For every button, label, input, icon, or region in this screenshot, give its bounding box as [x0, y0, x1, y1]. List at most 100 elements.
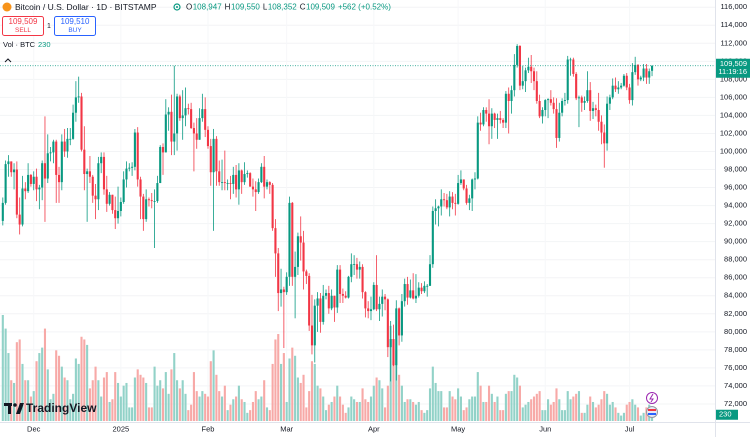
- volume-bar: [285, 401, 288, 421]
- flag-stripe: [648, 413, 656, 415]
- volume-bar: [524, 404, 527, 421]
- volume-bar: [86, 344, 89, 421]
- volume-bar: [364, 399, 367, 421]
- candle-body: [4, 164, 7, 203]
- candle-body: [535, 81, 538, 101]
- volume-bar: [223, 385, 226, 421]
- candle-body: [83, 149, 86, 175]
- volume-bar: [260, 396, 263, 421]
- volume-bar: [437, 391, 440, 421]
- volume-bar: [443, 407, 446, 421]
- candle-body: [12, 169, 16, 173]
- volume-bar: [428, 388, 432, 421]
- candle-body: [237, 170, 240, 190]
- volume-bar: [459, 396, 462, 421]
- x-tick-label: Jun: [539, 424, 551, 433]
- volume-bar: [566, 391, 569, 421]
- candle-body: [232, 174, 235, 184]
- volume-bar: [547, 399, 550, 421]
- volume-bar: [100, 396, 103, 421]
- candle-body: [94, 195, 97, 200]
- candle-body: [209, 146, 212, 173]
- candle-body: [223, 182, 226, 184]
- candle-body: [105, 189, 108, 204]
- volume-bar: [279, 363, 283, 421]
- candle-body: [606, 103, 609, 144]
- volume-bar: [21, 363, 24, 421]
- volume-bar: [440, 391, 443, 421]
- volume-bar: [49, 399, 52, 421]
- candle-body: [412, 290, 415, 299]
- volume-bar: [577, 391, 581, 421]
- logo-mark: [13, 403, 17, 407]
- candle-body: [150, 200, 153, 202]
- volume-bar: [617, 412, 620, 421]
- volume-bar: [24, 380, 27, 421]
- volume-bar: [35, 361, 38, 421]
- candle-body: [66, 138, 69, 152]
- volume-bar: [361, 388, 364, 421]
- volume-bar: [620, 415, 623, 421]
- volume-bar: [131, 407, 134, 421]
- candle-body: [369, 309, 373, 312]
- candle-body: [265, 182, 269, 187]
- sell-button[interactable]: [2, 16, 44, 36]
- eye-icon[interactable]: [173, 3, 181, 11]
- flag-icon[interactable]: [646, 406, 658, 418]
- volume-bar: [555, 388, 558, 421]
- volume-bar: [128, 407, 131, 421]
- candle-body: [591, 108, 595, 111]
- last-price-tag: [716, 58, 750, 78]
- volume-bar: [212, 350, 215, 421]
- volume-bar: [417, 401, 420, 421]
- candle-body: [268, 182, 271, 185]
- volume-tag-label: 230: [719, 410, 732, 419]
- candle-body: [344, 295, 347, 298]
- candle-body: [97, 163, 100, 200]
- candle-body: [431, 211, 434, 265]
- buy-button[interactable]: [54, 16, 96, 36]
- legend-value: 108,352: [268, 3, 297, 12]
- volume-bar: [83, 339, 86, 421]
- collapse-icon[interactable]: [4, 58, 12, 63]
- candle-body: [544, 100, 547, 111]
- candle-body: [620, 85, 623, 88]
- volume-bar: [608, 404, 611, 421]
- candle-body: [240, 170, 243, 183]
- candle-body: [428, 264, 432, 286]
- candle-body: [296, 236, 299, 267]
- candle-body: [195, 133, 198, 140]
- volume-bar: [114, 372, 117, 421]
- logo-mark: [16, 403, 24, 414]
- grid: [0, 6, 715, 405]
- x-tick-label: 2025: [113, 424, 130, 433]
- volume-bar: [52, 393, 55, 421]
- price-pane: [0, 44, 715, 382]
- candle-body: [279, 289, 283, 294]
- candle-body: [260, 166, 263, 183]
- volume-bar: [274, 339, 277, 421]
- legend-value: 109,509: [306, 3, 335, 12]
- bitcoin-icon: [2, 2, 12, 12]
- y-tick-label: 88,000: [724, 255, 747, 264]
- volume-bar: [353, 399, 356, 421]
- volume-bar: [38, 353, 41, 421]
- candle-body: [583, 100, 586, 103]
- candle-body: [575, 73, 578, 99]
- candle-body: [249, 173, 252, 187]
- candle-body: [532, 71, 536, 82]
- volume-bar: [268, 410, 271, 421]
- volume-bar: [94, 366, 97, 421]
- volume-bar: [305, 407, 308, 421]
- candle-body: [496, 118, 499, 120]
- events-icon[interactable]: [646, 392, 658, 404]
- volume-bar: [558, 399, 561, 421]
- candle-body: [485, 110, 488, 114]
- volume-bar: [372, 385, 375, 421]
- y-tick-label: 112,000: [720, 38, 747, 47]
- candle-body: [322, 295, 325, 322]
- candle-body: [153, 201, 156, 202]
- candle-body: [350, 264, 353, 277]
- candle-body: [102, 156, 106, 190]
- candle-body: [32, 176, 35, 184]
